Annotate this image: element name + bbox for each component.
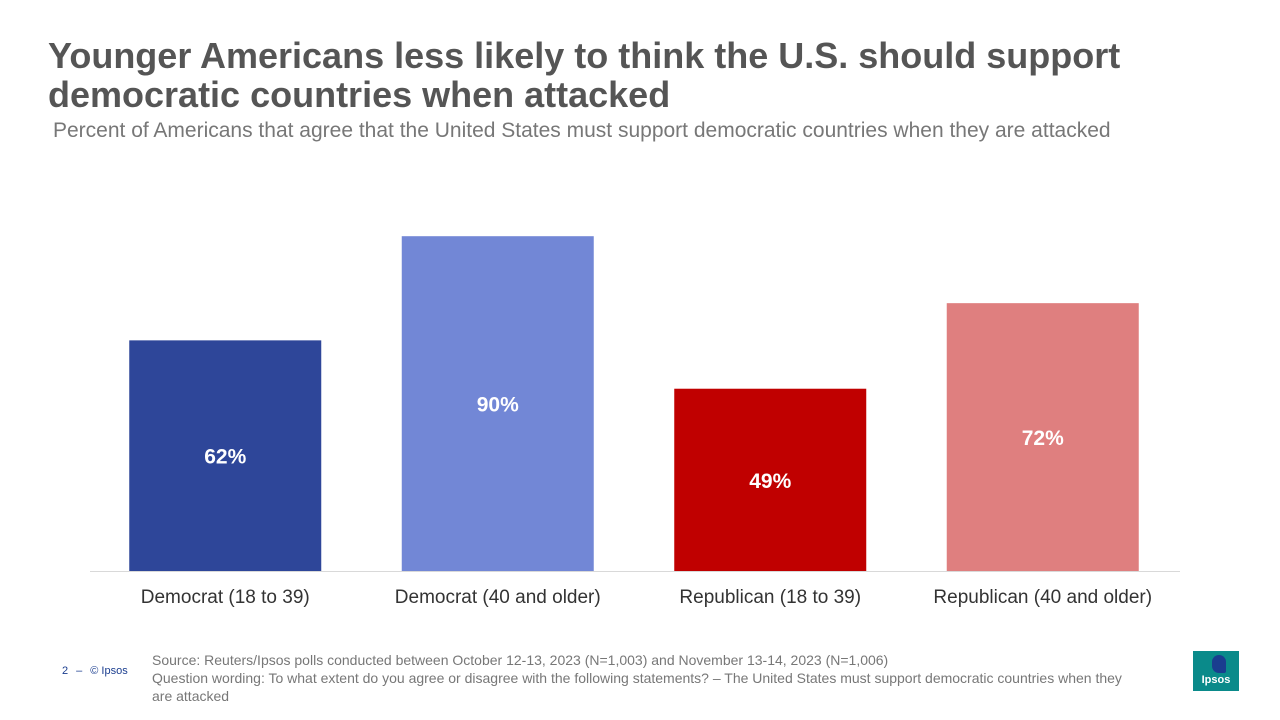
data-label-2: 90% xyxy=(477,394,519,417)
source-text: Source: Reuters/Ipsos polls conducted be… xyxy=(152,652,889,668)
bar-2 xyxy=(401,236,594,571)
category-label-4: Republican (40 and older) xyxy=(933,587,1152,608)
question-wording: Question wording: To what extent do you … xyxy=(152,670,1122,704)
bar-1 xyxy=(129,340,322,571)
data-label-1: 62% xyxy=(204,446,246,469)
page-footer: 2– © Ipsos xyxy=(62,665,136,677)
ipsos-logo-text: Ipsos xyxy=(1201,674,1231,686)
page-title: Younger Americans less likely to think t… xyxy=(48,35,1121,115)
data-label-3: 49% xyxy=(749,470,791,493)
category-label-3: Republican (18 to 39) xyxy=(679,587,861,608)
data-label-4: 72% xyxy=(1022,427,1064,450)
page-number: 2 xyxy=(62,665,69,677)
page-subtitle: Percent of Americans that agree that the… xyxy=(53,119,1111,142)
ipsos-logo-mark-icon xyxy=(1212,655,1226,673)
bar-3 xyxy=(674,388,867,571)
source-note: Source: Reuters/Ipsos polls conducted be… xyxy=(152,651,1132,705)
page-separator: – xyxy=(76,665,83,677)
category-label-2: Democrat (40 and older) xyxy=(395,587,601,608)
category-label-1: Democrat (18 to 39) xyxy=(141,587,310,608)
bar-4 xyxy=(946,303,1139,571)
copyright: © Ipsos xyxy=(90,665,128,677)
